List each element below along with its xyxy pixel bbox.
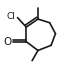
Text: Cl: Cl: [6, 12, 15, 21]
Text: O: O: [3, 37, 11, 47]
